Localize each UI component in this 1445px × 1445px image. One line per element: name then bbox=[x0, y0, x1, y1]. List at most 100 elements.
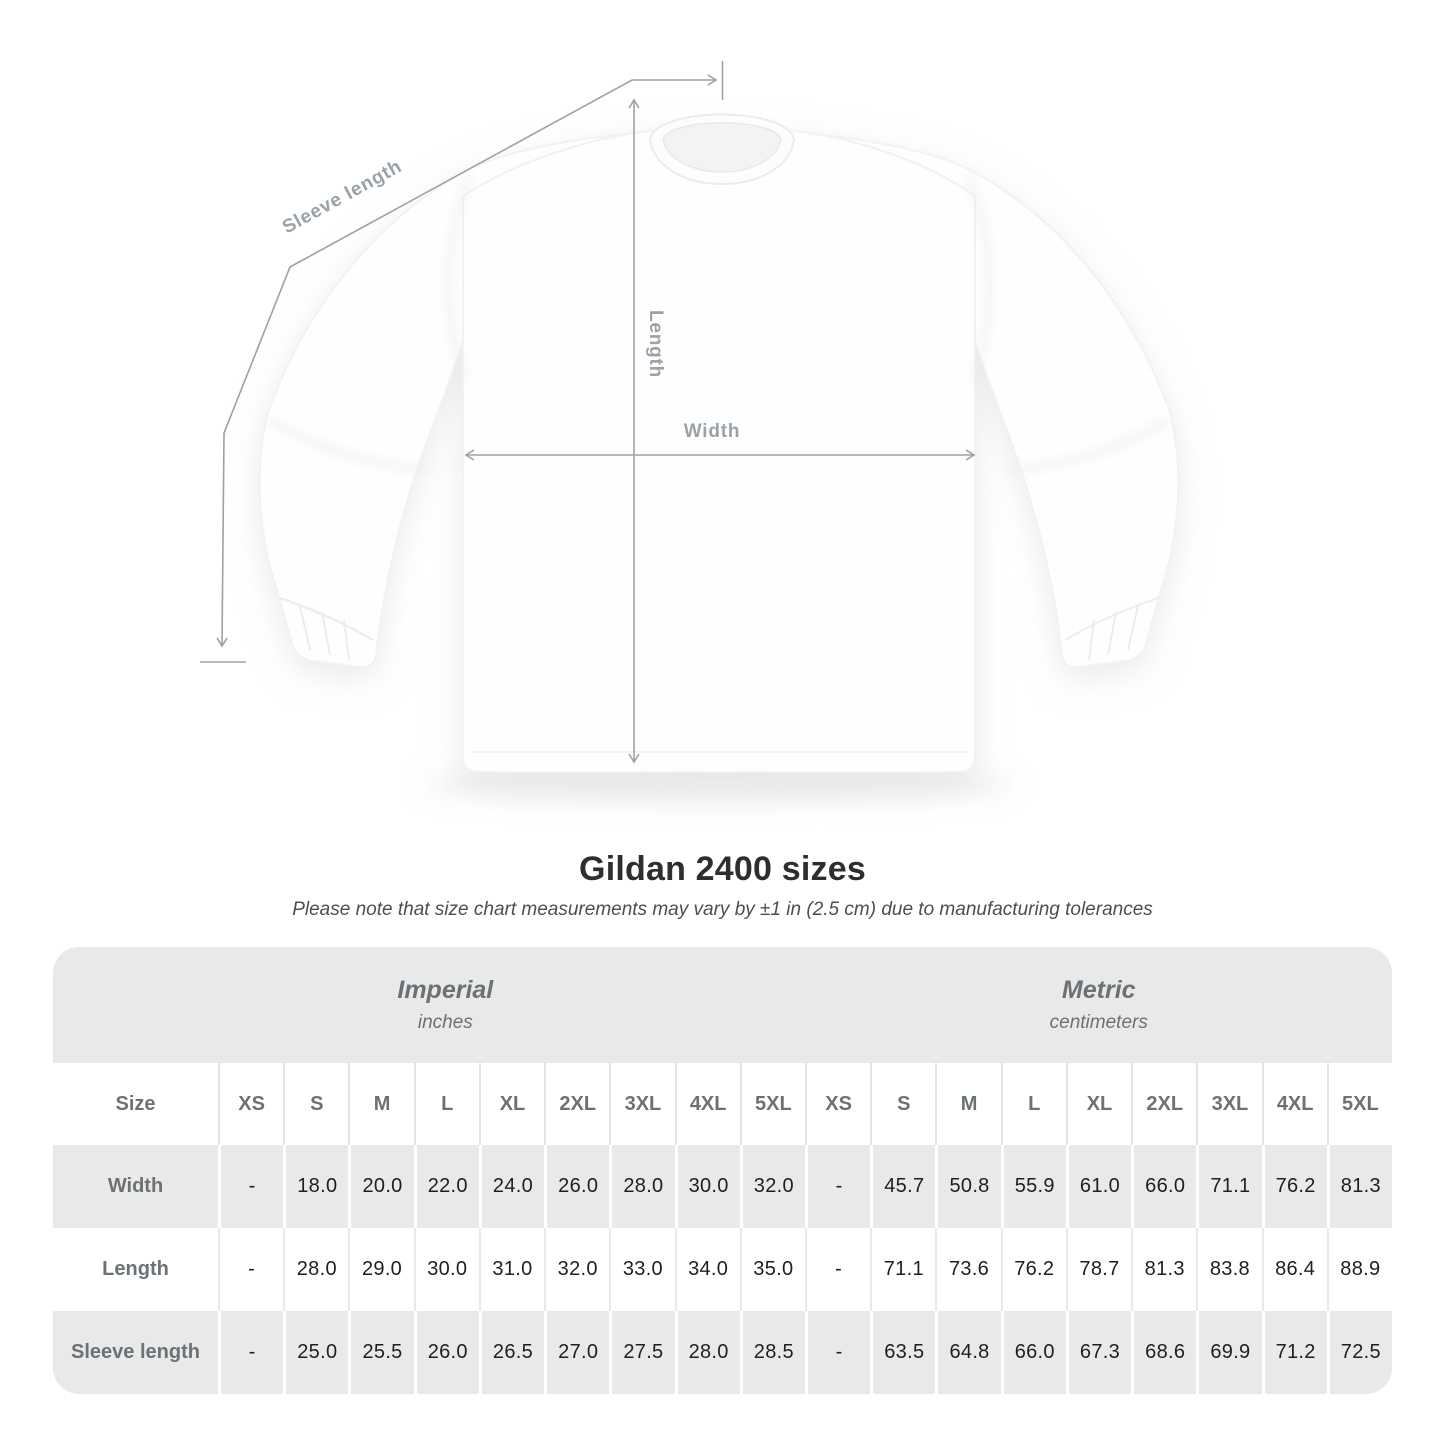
shirt-ground-shadow bbox=[424, 764, 1014, 804]
size-header: 3XL bbox=[609, 1063, 674, 1145]
size-value-cell: 55.9 bbox=[1000, 1145, 1066, 1228]
shirt-illustration bbox=[258, 129, 1180, 773]
length-label: Length bbox=[645, 310, 666, 378]
size-col-header: Size bbox=[115, 1092, 156, 1115]
size-value-cell: 66.0 bbox=[1131, 1145, 1196, 1228]
size-value-cell: 28.0 bbox=[609, 1145, 674, 1228]
size-header: M bbox=[348, 1063, 413, 1145]
size-value-cell: - bbox=[804, 1228, 870, 1311]
size-value-cell: 32.0 bbox=[544, 1228, 609, 1311]
size-value-cell: 26.5 bbox=[478, 1311, 544, 1394]
size-chart-table: Imperial inches Metric centimeters Size … bbox=[53, 947, 1392, 1394]
size-header: 5XL bbox=[1326, 1063, 1392, 1145]
row-label: Width bbox=[107, 1175, 164, 1197]
size-value-cell: 26.0 bbox=[544, 1145, 609, 1228]
size-value-cell: 20.0 bbox=[348, 1145, 413, 1228]
size-value-cell: 29.0 bbox=[348, 1228, 413, 1311]
sleeve-length-dimension-line bbox=[216, 74, 718, 648]
right-cuff-seam bbox=[1064, 597, 1159, 641]
size-header: 5XL bbox=[739, 1063, 805, 1145]
size-header: S bbox=[870, 1063, 935, 1145]
size-value-cell: 25.5 bbox=[348, 1311, 413, 1394]
size-value-cell: 26.0 bbox=[413, 1311, 479, 1394]
size-header: XL bbox=[1065, 1063, 1131, 1145]
size-header: 2XL bbox=[1131, 1063, 1196, 1145]
size-value-cell: 64.8 bbox=[935, 1311, 1000, 1394]
size-header: XL bbox=[478, 1063, 544, 1145]
metric-unit-group: Metric centimeters bbox=[1050, 976, 1148, 1034]
size-value-cell: 72.5 bbox=[1326, 1311, 1392, 1394]
size-value-cell: 45.7 bbox=[870, 1145, 935, 1228]
table-row-width: Width - 18.0 20.0 22.0 24.0 26.0 28.0 30… bbox=[53, 1145, 1392, 1228]
size-value-cell: - bbox=[804, 1145, 870, 1228]
size-value-cell: 78.7 bbox=[1065, 1228, 1131, 1311]
size-header: 4XL bbox=[1261, 1063, 1327, 1145]
size-value-cell: 69.9 bbox=[1196, 1311, 1261, 1394]
size-value-cell: - bbox=[804, 1311, 870, 1394]
unit-band: Imperial inches Metric centimeters bbox=[53, 947, 1392, 1063]
imperial-label: Imperial bbox=[397, 976, 494, 1004]
size-value-cell: 66.0 bbox=[1000, 1311, 1066, 1394]
size-value-cell: 81.3 bbox=[1131, 1228, 1196, 1311]
metric-label: Metric bbox=[1061, 976, 1136, 1004]
size-value-cell: 31.0 bbox=[478, 1228, 544, 1311]
shirt-diagram: Sleeve length Length Width bbox=[200, 61, 1180, 804]
imperial-unit-group: Imperial inches bbox=[397, 976, 493, 1034]
size-value-cell: 24.0 bbox=[478, 1145, 544, 1228]
size-value-cell: 28.0 bbox=[674, 1311, 740, 1394]
size-value-cell: 50.8 bbox=[935, 1145, 1000, 1228]
size-value-cell: 71.1 bbox=[870, 1228, 935, 1311]
size-value-cell: 63.5 bbox=[870, 1311, 935, 1394]
size-value-cell: 28.5 bbox=[739, 1311, 805, 1394]
size-value-cell: 71.2 bbox=[1261, 1311, 1327, 1394]
sleeve-length-label: Sleeve length bbox=[279, 156, 406, 238]
size-value-cell: 30.0 bbox=[674, 1145, 740, 1228]
size-value-cell: 34.0 bbox=[674, 1228, 740, 1311]
size-value-cell: 76.2 bbox=[1000, 1228, 1066, 1311]
row-label: Sleeve length bbox=[71, 1341, 200, 1363]
size-header-row: Size XS S M L XL 2XL 3XL 4XL 5XL XS S M … bbox=[53, 1063, 1392, 1145]
size-value-cell: - bbox=[218, 1145, 283, 1228]
size-header: L bbox=[1000, 1063, 1066, 1145]
size-value-cell: 76.2 bbox=[1261, 1145, 1327, 1228]
size-value-cell: 33.0 bbox=[609, 1228, 674, 1311]
page-title: Gildan 2400 sizes bbox=[579, 850, 866, 888]
row-label: Length bbox=[102, 1258, 169, 1280]
width-label: Width bbox=[684, 421, 741, 442]
size-header: M bbox=[935, 1063, 1000, 1145]
size-value-cell: 35.0 bbox=[739, 1228, 805, 1311]
size-value-cell: 67.3 bbox=[1065, 1311, 1131, 1394]
size-value-cell: 18.0 bbox=[283, 1145, 348, 1228]
shirt-torso bbox=[462, 129, 976, 773]
size-header: XS bbox=[804, 1063, 870, 1145]
size-header: 3XL bbox=[1196, 1063, 1261, 1145]
size-value-cell: 25.0 bbox=[283, 1311, 348, 1394]
size-value-cell: 28.0 bbox=[283, 1228, 348, 1311]
size-value-cell: 61.0 bbox=[1065, 1145, 1131, 1228]
size-header: S bbox=[283, 1063, 348, 1145]
size-value-cell: 88.9 bbox=[1326, 1228, 1392, 1311]
metric-sublabel: centimeters bbox=[1049, 1012, 1148, 1033]
size-value-cell: 30.0 bbox=[413, 1228, 479, 1311]
size-value-cell: 27.5 bbox=[609, 1311, 674, 1394]
table-row-sleeve-length: Sleeve length - 25.0 25.5 26.0 26.5 27.0… bbox=[53, 1311, 1392, 1394]
size-value-cell: 83.8 bbox=[1196, 1228, 1261, 1311]
tolerance-note: Please note that size chart measurements… bbox=[292, 899, 1153, 920]
size-value-cell: 27.0 bbox=[544, 1311, 609, 1394]
size-value-cell: 71.1 bbox=[1196, 1145, 1261, 1228]
size-value-cell: 81.3 bbox=[1326, 1145, 1392, 1228]
size-header: XS bbox=[218, 1063, 283, 1145]
size-value-cell: 86.4 bbox=[1261, 1228, 1327, 1311]
table-row-length: Length - 28.0 29.0 30.0 31.0 32.0 33.0 3… bbox=[53, 1228, 1392, 1311]
size-header: 2XL bbox=[544, 1063, 609, 1145]
size-value-cell: - bbox=[218, 1311, 283, 1394]
imperial-sublabel: inches bbox=[417, 1012, 473, 1033]
size-value-cell: 73.6 bbox=[935, 1228, 1000, 1311]
size-header: L bbox=[413, 1063, 479, 1145]
size-value-cell: - bbox=[218, 1228, 283, 1311]
size-header: 4XL bbox=[674, 1063, 740, 1145]
size-value-cell: 68.6 bbox=[1131, 1311, 1196, 1394]
size-value-cell: 32.0 bbox=[739, 1145, 805, 1228]
size-value-cell: 22.0 bbox=[413, 1145, 479, 1228]
